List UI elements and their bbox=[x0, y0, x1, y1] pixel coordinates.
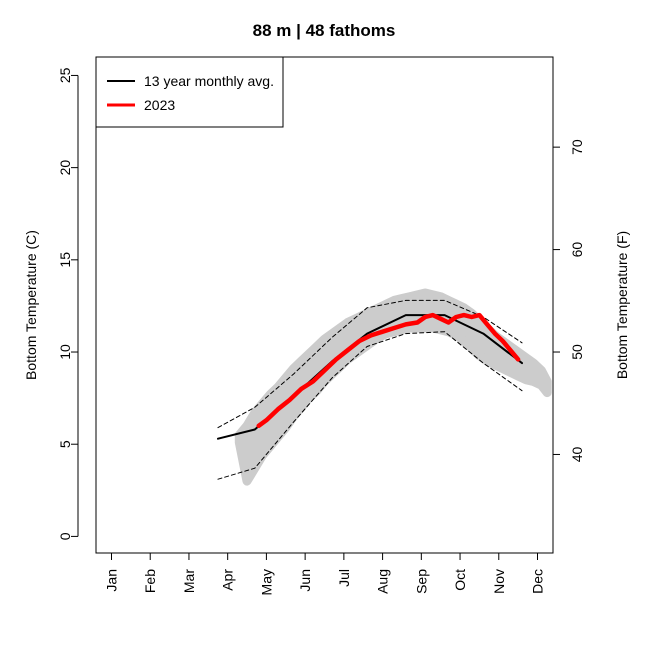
y-tick-label-left: 0 bbox=[57, 532, 73, 540]
legend-label-avg: 13 year monthly avg. bbox=[144, 73, 274, 89]
series-lines-layer bbox=[217, 299, 523, 480]
series-line-3 bbox=[256, 312, 521, 429]
x-tick-label: Dec bbox=[530, 569, 546, 594]
x-tick-label: Mar bbox=[181, 569, 197, 593]
x-tick-label: Nov bbox=[491, 569, 507, 594]
y-axis-label-left: Bottom Temperature (C) bbox=[23, 230, 39, 380]
x-tick-label: Jun bbox=[297, 569, 313, 592]
series-line-2 bbox=[217, 331, 523, 480]
x-tick-label: Jul bbox=[336, 569, 352, 587]
y-tick-label-right: 60 bbox=[569, 242, 585, 258]
x-tick-label: Feb bbox=[142, 569, 158, 593]
x-tick-label: Jan bbox=[104, 569, 120, 592]
y-tick-label-right: 40 bbox=[569, 447, 585, 463]
y-tick-label-left: 5 bbox=[57, 440, 73, 448]
legend: 13 year monthly avg. 2023 bbox=[95, 56, 284, 128]
x-tick-label: Sep bbox=[413, 569, 429, 594]
y-tick-label-right: 50 bbox=[569, 344, 585, 360]
series-line-1 bbox=[217, 299, 523, 429]
y-tick-label-left: 15 bbox=[57, 252, 73, 268]
x-tick-label: Apr bbox=[220, 569, 236, 591]
chart-title: 88 m | 48 fathoms bbox=[253, 21, 396, 40]
legend-label-2023: 2023 bbox=[144, 97, 175, 113]
x-tick-label: Aug bbox=[375, 569, 391, 594]
y-tick-label-left: 10 bbox=[57, 344, 73, 360]
observation-scatter-band bbox=[234, 288, 552, 486]
scatter-band-layer bbox=[234, 288, 552, 486]
x-tick-label: Oct bbox=[452, 569, 468, 591]
y-tick-label-left: 25 bbox=[57, 67, 73, 83]
y-tick-label-right: 70 bbox=[569, 139, 585, 155]
plot-frame bbox=[95, 56, 554, 554]
legend-box bbox=[95, 56, 284, 128]
y-tick-label-left: 20 bbox=[57, 160, 73, 176]
x-tick-label: May bbox=[258, 569, 274, 595]
y-axis-label-right: Bottom Temperature (F) bbox=[614, 231, 630, 379]
